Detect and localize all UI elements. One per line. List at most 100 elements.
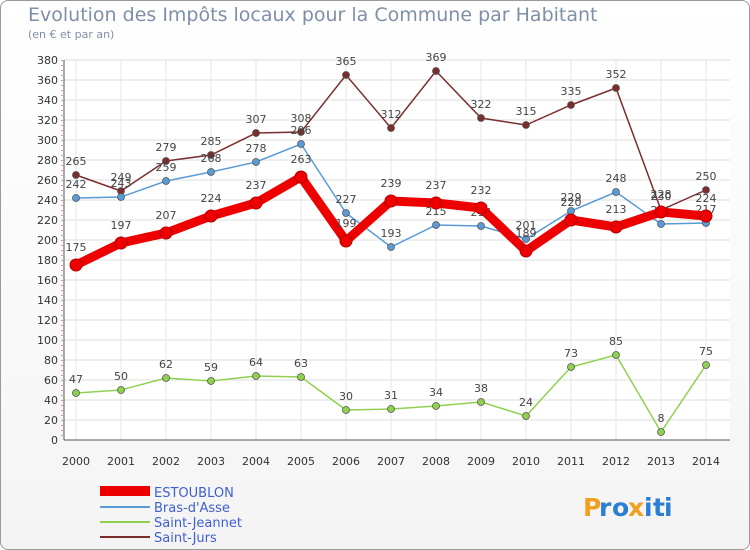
- data-point: [204, 209, 218, 223]
- data-point: [612, 188, 620, 196]
- data-label: 248: [606, 172, 627, 185]
- legend-label: Bras-d'Asse: [154, 501, 230, 516]
- data-label: 278: [246, 142, 267, 155]
- data-point: [384, 194, 398, 208]
- data-label: 201: [516, 219, 537, 232]
- x-tick-label: 2001: [107, 455, 135, 468]
- data-label: 268: [201, 152, 222, 165]
- y-tick-label: 80: [44, 354, 58, 367]
- data-label: 250: [696, 170, 717, 183]
- data-label: 232: [471, 184, 492, 197]
- chart-title: Evolution des Impôts locaux pour la Comm…: [28, 4, 598, 26]
- data-label: 85: [609, 335, 623, 348]
- data-label: 47: [69, 373, 83, 386]
- data-label: 189: [516, 227, 537, 240]
- y-tick-label: 200: [37, 234, 58, 247]
- data-point: [432, 402, 440, 410]
- data-point: [342, 71, 350, 79]
- data-point: [339, 234, 353, 248]
- y-tick-label: 160: [37, 274, 58, 287]
- logo-letter: i: [644, 493, 653, 522]
- x-tick-label: 2002: [152, 455, 180, 468]
- data-point: [207, 151, 215, 159]
- data-point: [702, 361, 710, 369]
- data-label: 64: [249, 356, 263, 369]
- data-point: [342, 209, 350, 217]
- data-point: [432, 221, 440, 229]
- plot-area: [64, 60, 730, 440]
- data-label: 259: [156, 161, 177, 174]
- data-label: 24: [519, 396, 533, 409]
- x-tick-label: 2014: [692, 455, 720, 468]
- logo-letter: r: [599, 493, 612, 522]
- data-label: 229: [561, 191, 582, 204]
- legend-label: Saint-Jurs: [154, 531, 217, 546]
- data-label: 31: [384, 389, 398, 402]
- data-label: 62: [159, 358, 173, 371]
- x-tick-label: 2003: [197, 455, 225, 468]
- data-label: 50: [114, 370, 128, 383]
- data-label: 369: [426, 51, 447, 64]
- data-label: 365: [336, 55, 357, 68]
- data-point: [519, 244, 533, 258]
- data-point: [117, 193, 125, 201]
- data-label: 230: [651, 190, 672, 203]
- y-tick-label: 180: [37, 254, 58, 267]
- y-tick-label: 0: [51, 434, 58, 447]
- x-tick-label: 2007: [377, 455, 405, 468]
- data-label: 228: [651, 188, 672, 201]
- data-point: [432, 67, 440, 75]
- data-label: 237: [246, 179, 267, 192]
- data-point: [477, 222, 485, 230]
- data-point: [654, 205, 668, 219]
- chart-subtitle: (en € et par an): [28, 28, 115, 41]
- y-tick-label: 140: [37, 294, 58, 307]
- data-label: 63: [294, 357, 308, 370]
- logo-letter: o: [612, 493, 629, 522]
- logo-letter: x: [628, 493, 644, 522]
- data-point: [72, 171, 80, 179]
- y-tick-label: 380: [37, 54, 58, 67]
- data-point: [612, 84, 620, 92]
- data-label: 75: [699, 345, 713, 358]
- data-label: 315: [516, 105, 537, 118]
- data-label: 197: [111, 219, 132, 232]
- data-point: [522, 121, 530, 129]
- y-tick-label: 340: [37, 94, 58, 107]
- data-label: 263: [291, 153, 312, 166]
- x-tick-label: 2011: [557, 455, 585, 468]
- y-tick-label: 360: [37, 74, 58, 87]
- data-point: [162, 177, 170, 185]
- data-label: 224: [201, 192, 222, 205]
- data-point: [522, 412, 530, 420]
- x-tick-label: 2006: [332, 455, 360, 468]
- x-tick-label: 2008: [422, 455, 450, 468]
- data-label: 215: [426, 205, 447, 218]
- data-point: [114, 236, 128, 250]
- data-label: 38: [474, 382, 488, 395]
- logo-letter: P: [583, 493, 601, 522]
- data-label: 307: [246, 113, 267, 126]
- data-label: 224: [696, 192, 717, 205]
- data-label: 175: [66, 241, 87, 254]
- y-tick-label: 20: [44, 414, 58, 427]
- data-label: 8: [658, 412, 665, 425]
- data-point: [297, 373, 305, 381]
- data-point: [117, 386, 125, 394]
- data-label: 237: [426, 179, 447, 192]
- y-tick-label: 240: [37, 194, 58, 207]
- data-point: [702, 186, 710, 194]
- data-label: 239: [381, 177, 402, 190]
- data-point: [477, 398, 485, 406]
- x-tick-label: 2013: [647, 455, 675, 468]
- data-label: 285: [201, 135, 222, 148]
- data-label: 265: [66, 155, 87, 168]
- data-label: 243: [111, 177, 132, 190]
- data-point: [609, 220, 623, 234]
- data-point: [477, 114, 485, 122]
- x-tick-label: 2012: [602, 455, 630, 468]
- data-point: [567, 101, 575, 109]
- data-label: 199: [336, 217, 357, 230]
- data-label: 220: [561, 196, 582, 209]
